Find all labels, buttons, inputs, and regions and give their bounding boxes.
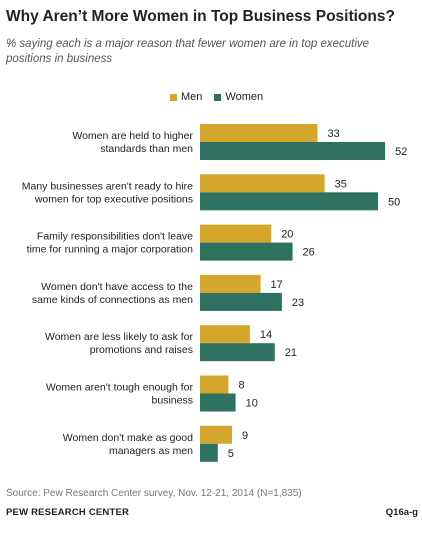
value-label-women-2: 50: [388, 196, 400, 208]
chart-subtitle: % saying each is a major reason that few…: [6, 38, 370, 65]
legend-item-men: Men: [170, 91, 202, 103]
category-label-2: Many businesses aren't ready to hire wome…: [22, 180, 193, 205]
legend-swatch-men: [170, 93, 177, 101]
bar-men-7: [200, 425, 233, 444]
organization-name: PEW RESEARCH CENTER: [6, 507, 130, 518]
category-label-line: Women aren't tough enough for: [46, 382, 194, 394]
legend-label-men: Men: [181, 91, 203, 103]
bar-women-3: [200, 242, 293, 261]
bar-men-3: [200, 224, 272, 243]
value-label-men-1: 33: [327, 128, 339, 140]
bar-men-6: [200, 375, 229, 394]
value-label-men-3: 20: [281, 229, 293, 241]
value-label-men-6: 8: [238, 380, 244, 392]
category-label-line: women for top executive positions: [34, 193, 193, 205]
value-label-men-7: 9: [242, 430, 248, 442]
value-label-men-4: 17: [271, 279, 283, 291]
legend-label-women: Women: [225, 91, 264, 103]
question-code: Q16a-g: [385, 507, 418, 518]
category-label-line: Women are held to higher: [72, 130, 193, 142]
source-note: Source: Pew Research Center survey, Nov.…: [6, 488, 302, 499]
value-label-women-7: 5: [228, 448, 234, 460]
value-label-women-3: 26: [303, 247, 315, 259]
value-label-women-6: 10: [246, 398, 258, 410]
legend-item-women: Women: [214, 91, 263, 103]
chart-title: Why Aren’t More Women in Top Business Po…: [6, 8, 395, 25]
bar-chart: Women are held to higher standards than m…: [22, 124, 407, 462]
category-label-line: time for running a major corporation: [27, 244, 193, 256]
bar-women-5: [200, 343, 275, 362]
value-label-women-1: 52: [395, 146, 407, 158]
category-label-line: Women don't have access to the: [41, 281, 193, 293]
bar-men-5: [200, 325, 250, 344]
category-label-5: Women are less likely to ask for promotio…: [45, 331, 194, 356]
bar-men-1: [200, 124, 318, 142]
category-label-line: standards than men: [100, 143, 193, 155]
value-label-men-5: 14: [260, 329, 272, 341]
bar-men-2: [200, 174, 325, 193]
category-label-line: managers as men: [109, 445, 193, 457]
category-label-line: Many businesses aren't ready to hire: [22, 180, 193, 192]
category-label-1: Women are held to higher standards than m…: [72, 130, 193, 155]
category-label-line: Family responsibilities don't leave: [37, 231, 193, 243]
category-label-line: same kinds of connections as men: [32, 294, 193, 306]
value-label-women-5: 21: [285, 347, 297, 359]
category-label-line: Women don't make as good: [63, 432, 193, 444]
category-label-3: Family responsibilities don't leave time …: [27, 231, 194, 256]
category-label-line: business: [152, 395, 193, 407]
bar-women-6: [200, 393, 236, 412]
value-label-men-2: 35: [335, 178, 347, 190]
bar-women-1: [200, 142, 386, 160]
category-label-7: Women don't make as good managers as men: [63, 432, 193, 457]
legend-swatch-women: [214, 93, 222, 101]
category-label-line: Women are less likely to ask for: [45, 331, 194, 343]
category-label-line: promotions and raises: [90, 344, 193, 356]
bar-women-4: [200, 292, 282, 311]
bar-women-2: [200, 192, 378, 211]
category-label-6: Women aren't tough enough for business: [46, 382, 194, 407]
value-label-women-4: 23: [292, 297, 304, 309]
bar-women-7: [200, 443, 218, 462]
category-label-4: Women don't have access to the same kinds…: [32, 281, 193, 306]
bar-men-4: [200, 274, 261, 293]
legend: Men Women: [170, 91, 275, 103]
